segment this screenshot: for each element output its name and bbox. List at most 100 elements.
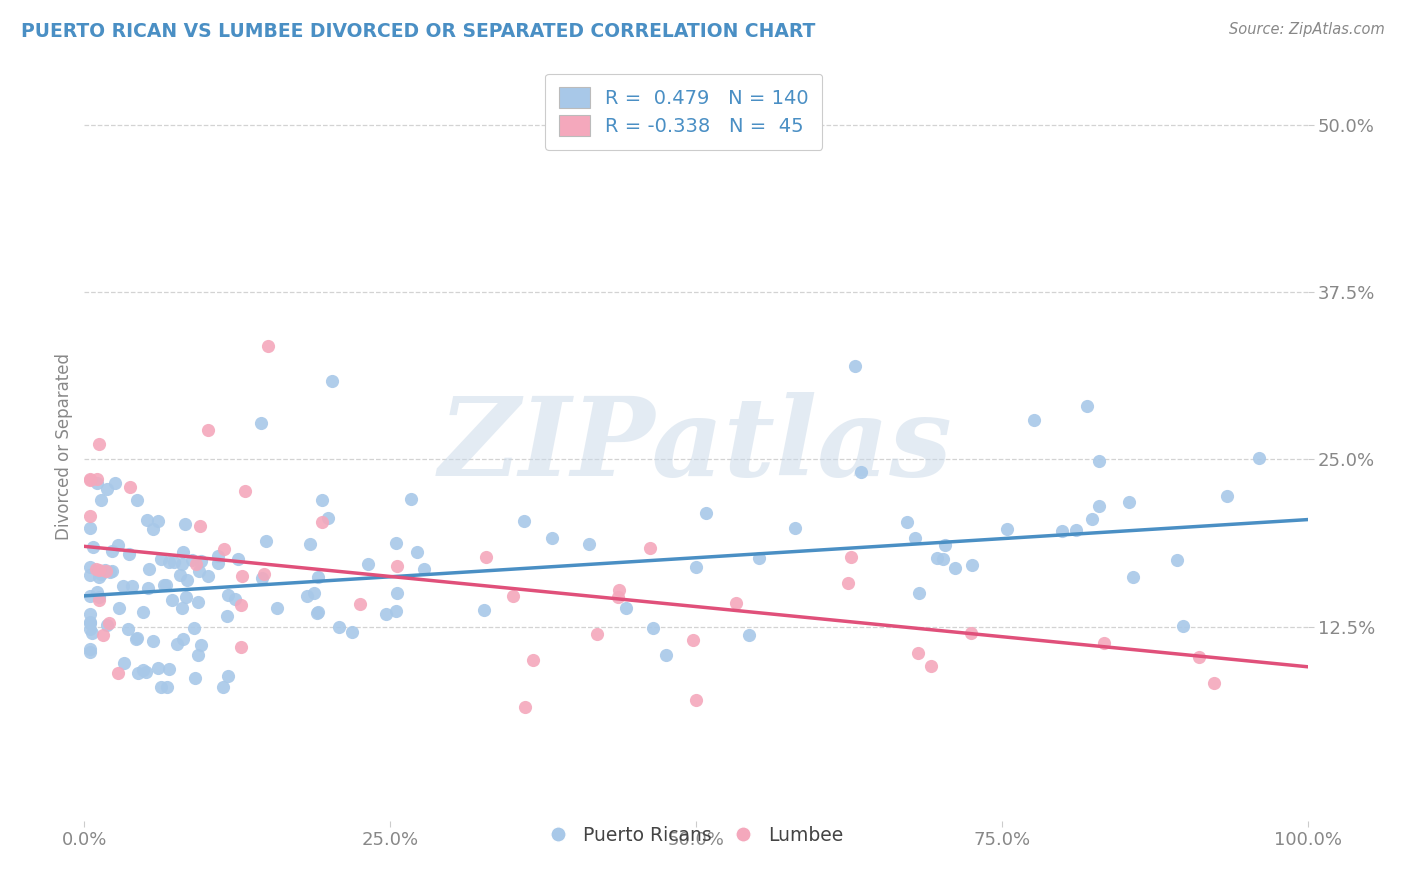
Point (127, 666, 149, 681)
Point (229, 598, 252, 612)
Text: ZIPatlas: ZIPatlas (439, 392, 953, 500)
Point (959, 626, 981, 640)
Point (117, 622, 139, 636)
Point (79, 645, 101, 659)
Point (375, 607, 398, 621)
Point (1166, 553, 1188, 567)
Point (1088, 454, 1111, 468)
Point (79, 560, 101, 574)
Point (224, 591, 246, 606)
Text: Source: ZipAtlas.com: Source: ZipAtlas.com (1229, 22, 1385, 37)
Point (212, 542, 235, 557)
Point (187, 648, 209, 663)
Point (187, 564, 209, 578)
Point (513, 514, 536, 528)
Point (100, 566, 122, 580)
Point (101, 564, 124, 578)
Y-axis label: Divorced or Separated: Divorced or Separated (55, 352, 73, 540)
Point (1216, 489, 1239, 503)
Point (340, 624, 363, 639)
Point (121, 579, 143, 593)
Point (217, 588, 239, 602)
Point (142, 522, 165, 536)
Point (190, 554, 212, 568)
Point (89, 563, 111, 577)
Point (475, 550, 498, 565)
Point (187, 595, 209, 609)
Point (94, 563, 117, 577)
Point (1052, 524, 1074, 538)
Point (1249, 451, 1271, 466)
Point (607, 590, 630, 604)
Point (387, 585, 409, 599)
Point (169, 567, 191, 582)
Point (160, 593, 183, 607)
Point (174, 517, 197, 532)
Legend: Puerto Ricans, Lumbee: Puerto Ricans, Lumbee (541, 819, 851, 853)
Point (1088, 499, 1111, 513)
Point (231, 569, 253, 583)
Point (920, 658, 942, 673)
Point (155, 578, 177, 592)
Point (311, 515, 333, 529)
Point (96, 618, 118, 632)
Point (904, 531, 927, 545)
Point (1173, 619, 1195, 633)
Point (180, 553, 202, 567)
Point (1076, 399, 1098, 413)
Point (125, 493, 148, 508)
Point (217, 669, 239, 683)
Point (851, 465, 873, 479)
Point (104, 476, 127, 491)
Point (837, 575, 859, 590)
Point (166, 637, 188, 651)
Point (250, 417, 273, 431)
Point (266, 601, 288, 615)
Point (685, 693, 707, 707)
Point (108, 601, 131, 615)
Point (385, 604, 408, 618)
Point (304, 585, 326, 599)
Point (91, 628, 114, 642)
Point (1204, 676, 1226, 690)
Point (132, 663, 155, 677)
Point (307, 606, 329, 620)
Point (932, 552, 955, 566)
Point (172, 544, 194, 558)
Point (321, 374, 343, 388)
Point (190, 638, 212, 652)
Point (1081, 511, 1104, 525)
Point (79, 474, 101, 488)
Point (86, 472, 108, 486)
Point (522, 653, 544, 667)
Point (472, 603, 495, 617)
Point (1188, 649, 1211, 664)
Point (86, 475, 108, 490)
Point (844, 359, 866, 373)
Point (101, 543, 124, 558)
Point (86, 584, 108, 599)
Point (96, 482, 118, 496)
Point (98, 616, 121, 631)
Point (1118, 494, 1140, 508)
Point (163, 555, 186, 569)
Point (79, 615, 101, 629)
Point (299, 537, 322, 551)
Point (112, 656, 135, 670)
Point (311, 492, 333, 507)
Point (157, 663, 180, 677)
Point (962, 558, 984, 572)
Point (385, 536, 408, 550)
Point (748, 551, 770, 566)
Point (79, 622, 101, 636)
Point (725, 596, 748, 610)
Point (316, 510, 339, 524)
Point (82, 541, 104, 555)
Point (172, 632, 194, 647)
Point (253, 567, 276, 582)
Point (925, 551, 948, 566)
Point (150, 680, 173, 694)
Point (87, 437, 110, 451)
Point (107, 538, 129, 552)
Point (183, 621, 205, 635)
